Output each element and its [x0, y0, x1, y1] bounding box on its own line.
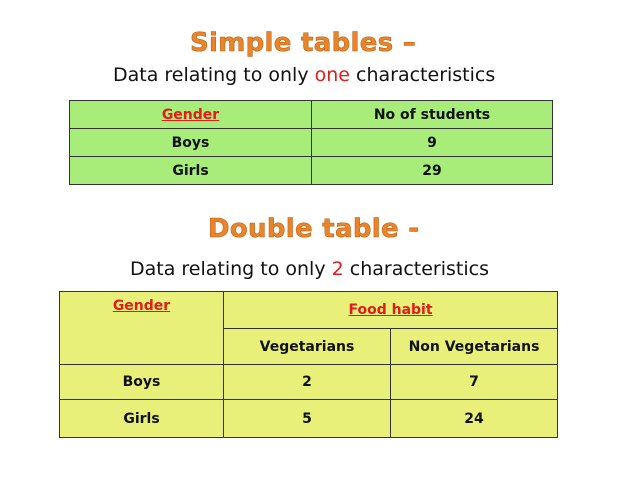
subtitle-text-before: Data relating to only: [113, 64, 315, 86]
header-gender: Gender: [59, 291, 224, 365]
subtitle-highlight: one: [314, 64, 350, 86]
row-value: 2: [223, 364, 391, 400]
row-value: 5: [223, 399, 391, 438]
simple-tables-subtitle: Data relating to only one characteristic…: [113, 64, 495, 86]
header-gender: Gender: [69, 100, 312, 129]
row-label: Girls: [69, 156, 312, 185]
row-label: Boys: [59, 364, 224, 400]
header-food-habit: Food habit: [223, 291, 558, 329]
table-row: Girls 5 24: [59, 399, 558, 438]
row-value: 24: [390, 399, 558, 438]
table-header-row: Gender Food habit: [59, 291, 558, 365]
table-row: Boys 2 7: [59, 364, 558, 400]
header-no-of-students: No of students: [311, 100, 553, 129]
row-value: 9: [311, 128, 553, 157]
double-table-heading: Double table -: [208, 214, 420, 245]
table-subheader-row: Vegetarians Non Vegetarians: [60, 328, 558, 365]
subtitle-text-before: Data relating to only: [130, 258, 332, 280]
row-label: Boys: [69, 128, 312, 157]
row-value: 7: [390, 364, 558, 400]
subheader-vegetarians: Vegetarians: [223, 328, 391, 365]
table-header-row: Gender No of students: [69, 100, 553, 129]
subtitle-text-after: characteristics: [343, 258, 489, 280]
subtitle-text-after: characteristics: [349, 64, 496, 86]
table-row: Boys 9: [69, 128, 553, 157]
simple-table: Gender No of students Boys 9 Girls 29: [69, 100, 553, 185]
table-row: Girls 29: [69, 156, 553, 185]
double-table-subtitle: Data relating to only 2 characteristics: [130, 258, 489, 280]
subtitle-highlight: 2: [331, 258, 344, 280]
row-value: 29: [311, 156, 553, 185]
double-table: Gender Food habit Vegetarians Non Vegeta…: [59, 291, 558, 438]
subheader-non-vegetarians: Non Vegetarians: [390, 328, 558, 365]
simple-tables-heading: Simple tables –: [190, 28, 417, 59]
row-label: Girls: [59, 399, 224, 438]
